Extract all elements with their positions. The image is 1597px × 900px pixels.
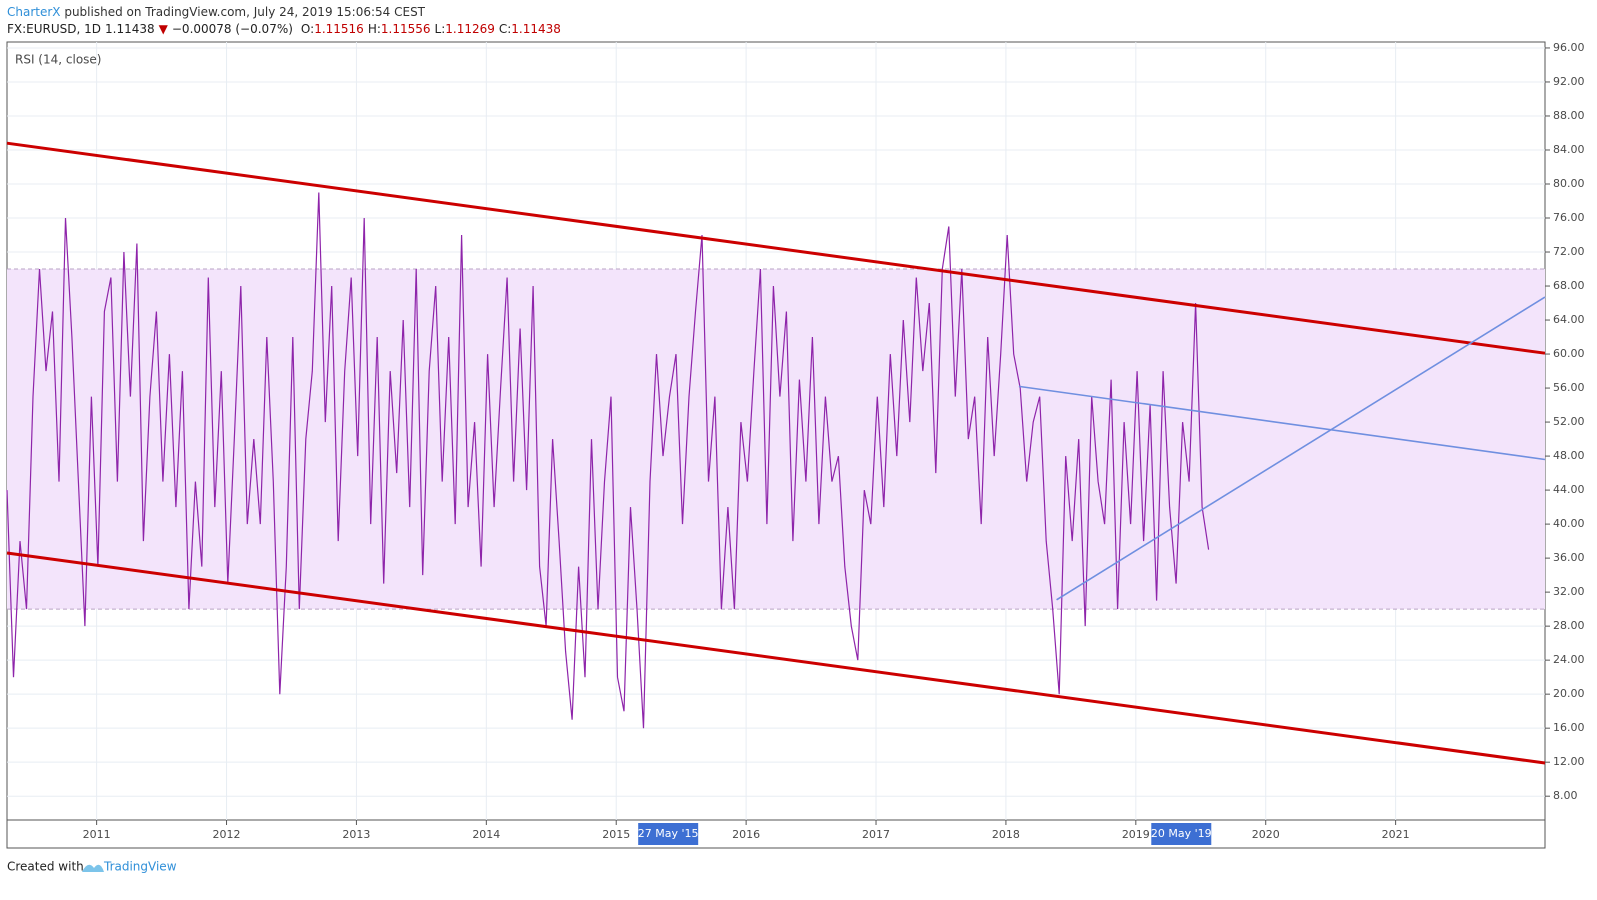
y-tick-label: 56.00 [1553,381,1585,394]
header-segment: 1.11438 [511,22,561,36]
footer-prefix: Created with [7,860,84,874]
header-segment: 1.11516 [314,22,364,36]
x-tick-label: 2015 [602,828,630,841]
x-tick-label: 2018 [992,828,1020,841]
y-tick-label: 8.00 [1553,789,1578,802]
axes: 8.00 12.00 16.00 20.00 24.00 28.00 32.00 36.00 4… [83,41,1585,845]
x-tick-label: 2014 [472,828,500,841]
y-tick-label: 36.00 [1553,551,1585,564]
trend-line [1056,296,1546,601]
x-tick-label: 2019 [1122,828,1150,841]
trend-line [6,141,1546,355]
y-tick-label: 72.00 [1553,245,1585,258]
header-line2: FX:EURUSD, 1D 1.11438 ▼ −0.00078 (−0.07%) O:… [7,22,561,36]
header-segment: 1.11556 [381,22,431,36]
legend: RSI (14, close) [15,53,101,67]
y-tick-label: 92.00 [1553,75,1585,88]
y-tick-label: 88.00 [1553,109,1585,122]
x-tick-label: 2013 [342,828,370,841]
trend-line [6,551,1546,765]
header-segment: ▼ [159,22,169,36]
x-tick-label: 2020 [1252,828,1280,841]
header-segment: 1.11438 [105,22,155,36]
y-tick-label: 24.00 [1553,653,1585,666]
y-tick-label: 48.00 [1553,449,1585,462]
x-tick-label: 2012 [213,828,241,841]
lines [6,141,1546,765]
trend-line [1018,385,1546,461]
y-tick-label: 84.00 [1553,143,1585,156]
y-tick-label: 28.00 [1553,619,1585,632]
x-tick-label: 2011 [83,828,111,841]
header-segment: 1.11269 [445,22,495,36]
y-tick-label: 64.00 [1553,313,1585,326]
date-marker-label: 27 May '15 [638,827,699,840]
y-tick-label: 40.00 [1553,517,1585,530]
date-marker-label: 20 May '19 [1151,827,1212,840]
header-segment: published on TradingView.com, July 24, 2… [61,5,426,19]
header-line1: CharterX published on TradingView.com, J… [7,5,426,19]
header-segment: C: [499,22,511,36]
date-marker [1151,823,1212,845]
y-tick-label: 52.00 [1553,415,1585,428]
header-segment: −0.00078 (−0.07%) [172,22,293,36]
header-segment: CharterX [7,5,61,19]
y-tick-label: 68.00 [1553,279,1585,292]
footer-logo [82,864,104,872]
y-tick-label: 96.00 [1553,41,1585,54]
header-segment: H: [368,22,381,36]
date-marker [638,823,699,845]
y-tick-label: 16.00 [1553,721,1585,734]
header-segment: L: [435,22,446,36]
rsi-line [6,192,1210,729]
x-tick-label: 2017 [862,828,890,841]
y-tick-label: 44.00 [1553,483,1585,496]
header-segment: FX:EURUSD, 1D [7,22,101,36]
y-tick-label: 76.00 [1553,211,1585,224]
header-segment: O: [301,22,314,36]
footer-brand: TradingView [103,860,177,874]
y-tick-label: 80.00 [1553,177,1585,190]
y-tick-label: 12.00 [1553,755,1585,768]
y-tick-label: 32.00 [1553,585,1585,598]
y-tick-label: 60.00 [1553,347,1585,360]
x-tick-label: 2021 [1382,828,1410,841]
y-tick-label: 20.00 [1553,687,1585,700]
x-tick-label: 2016 [732,828,760,841]
